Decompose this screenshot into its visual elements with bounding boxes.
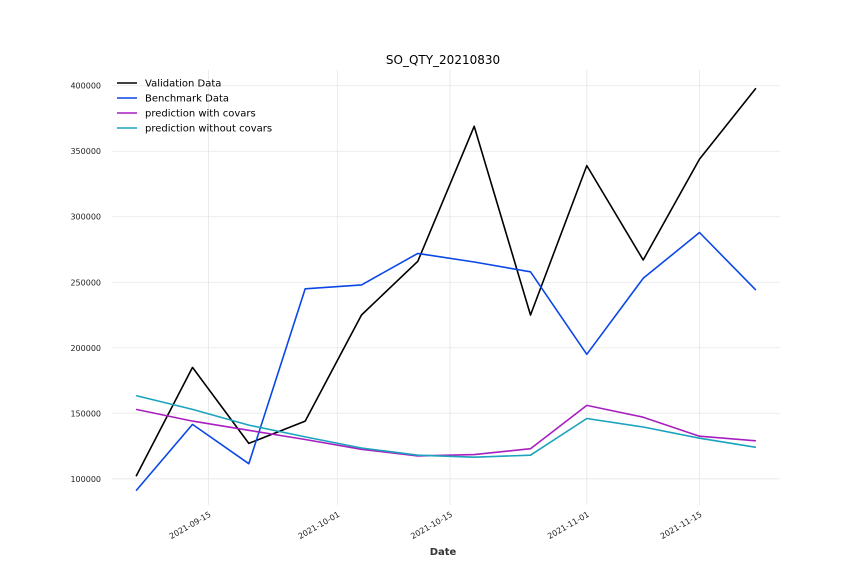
y-tick-label: 400000 <box>70 82 101 91</box>
grid <box>112 70 780 505</box>
y-tick-label: 150000 <box>70 409 101 418</box>
y-tick-label: 100000 <box>70 475 101 484</box>
series-line-validation-data <box>135 87 757 477</box>
legend-label: Benchmark Data <box>145 94 229 105</box>
x-tick-label: 2021-11-01 <box>546 510 591 541</box>
x-tick-label: 2021-10-01 <box>297 510 342 541</box>
x-axis-ticks: 2021-09-15 2021-10-01 2021-10-15 2021-11-01… <box>168 510 704 541</box>
y-tick-label: 250000 <box>70 278 101 287</box>
series-lines <box>135 87 757 492</box>
legend-label: Validation Data <box>145 79 221 90</box>
y-axis-ticks: 100000 150000 200000 250000 300000 350000 4000… <box>70 82 101 484</box>
legend-label: prediction with covars <box>145 109 256 120</box>
x-axis-label: Date <box>430 547 457 558</box>
legend: Validation Data Benchmark Data prediction … <box>117 79 272 135</box>
y-tick-label: 200000 <box>70 344 101 353</box>
series-line-prediction-with-covars <box>135 404 756 457</box>
x-tick-label: 2021-11-15 <box>659 510 704 541</box>
chart-title: SO_QTY_20210830 <box>386 53 500 67</box>
y-tick-label: 300000 <box>70 213 101 222</box>
x-tick-label: 2021-10-15 <box>409 510 454 541</box>
y-tick-label: 350000 <box>70 147 101 156</box>
series-line-prediction-without-covars <box>135 394 757 459</box>
legend-label: prediction without covars <box>145 124 272 135</box>
x-tick-label: 2021-09-15 <box>168 510 213 541</box>
series-line-benchmark-data <box>135 231 757 492</box>
